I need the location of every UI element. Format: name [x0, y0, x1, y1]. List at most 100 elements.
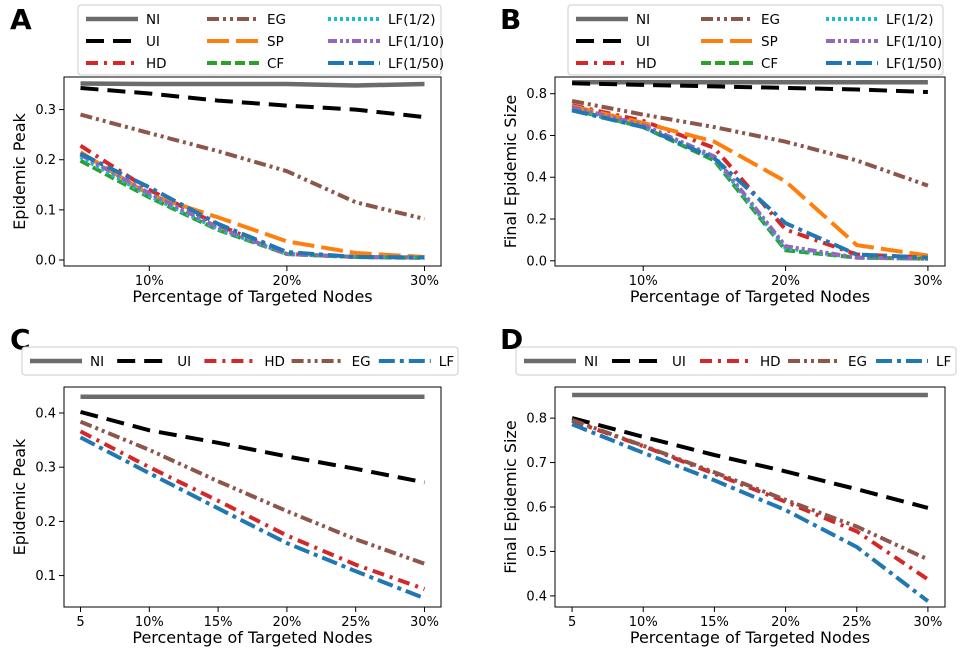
x-tick-label: 10%	[135, 615, 164, 630]
y-tick-label: 0.4	[526, 171, 547, 186]
legend-label-sp: SP	[761, 34, 778, 50]
y-tick-label: 0.6	[526, 129, 547, 144]
y-tick-label: 0.1	[35, 569, 56, 584]
x-tick-label: 10%	[135, 274, 164, 289]
y-tick-label: 0.4	[35, 407, 56, 422]
x-tick-label: 20%	[272, 274, 301, 289]
y-tick-label: 0.8	[526, 412, 547, 427]
legend-label-lf-1-50: LF(1/50)	[886, 56, 942, 72]
x-tick-label: 30%	[410, 615, 439, 630]
x-tick-label: 10%	[629, 274, 658, 289]
y-tick-label: 0.3	[35, 103, 56, 118]
x-tick-label: 20%	[771, 274, 800, 289]
series-line-eg	[79, 419, 426, 566]
plot-frame	[554, 76, 946, 267]
panel-d: D5 10% 15% 20% 25% 30%0.40.50.60.70.8Percenta…	[500, 323, 957, 647]
legend-label-ui: UI	[636, 34, 650, 50]
legend-label-lf-1-10: LF(1/10)	[388, 34, 444, 50]
plot-frame	[63, 76, 442, 267]
legend: NI UI HD EG SP CF LF(1/2) LF(1/10) LF(1/50)	[77, 4, 444, 76]
x-axis-label: Percentage of Targeted Nodes	[132, 287, 372, 306]
series-line-lf-1-50	[79, 151, 425, 260]
y-tick-label: 0.1	[35, 203, 56, 218]
y-tick-label: 0.0	[35, 253, 56, 268]
panel-c: C5 10% 15% 20% 25% 30%0.10.20.30.4Percentage …	[10, 323, 459, 647]
legend-label-lf-1-2: LF(1/2)	[886, 12, 934, 28]
x-tick-label: 20%	[272, 615, 301, 630]
legend-label-ni: NI	[636, 12, 650, 28]
legend-box	[567, 4, 944, 76]
y-axis-label: Epidemic Peak	[10, 438, 29, 555]
series-line-eg	[571, 99, 929, 188]
x-tick-label: 15%	[204, 615, 233, 630]
legend-label-lf-1-50: LF(1/50)	[388, 56, 444, 72]
series-line-lf	[79, 435, 426, 601]
legend-label-lf: LF	[936, 354, 951, 370]
legend-label-eg: EG	[352, 354, 371, 370]
x-axis-label: Percentage of Targeted Nodes	[630, 287, 870, 306]
legend-label-eg: EG	[267, 12, 286, 28]
series-line-eg	[79, 112, 425, 221]
y-axis-label: Final Epidemic Size	[501, 420, 520, 573]
series-line-ni	[80, 81, 425, 88]
plot-frame	[63, 386, 442, 608]
legend-label-ni: NI	[584, 354, 598, 370]
y-tick-label: 0.0	[526, 254, 547, 269]
x-axis-label: Percentage of Targeted Nodes	[630, 628, 870, 647]
legend-label-hd: HD	[636, 56, 657, 72]
series-line-ui	[571, 416, 929, 510]
y-tick-label: 0.4	[526, 589, 547, 604]
y-tick-label: 0.2	[35, 153, 56, 168]
legend-label-ui: UI	[146, 34, 160, 50]
y-tick-label: 0.3	[35, 461, 56, 476]
x-tick-label: 25%	[842, 615, 871, 630]
series-line-eg	[571, 418, 929, 562]
series-line-ui	[79, 409, 425, 485]
legend-label-cf: CF	[761, 56, 778, 72]
x-tick-label: 30%	[410, 274, 439, 289]
legend-label-hd: HD	[264, 354, 285, 370]
legend-label-cf: CF	[267, 56, 284, 72]
y-tick-label: 0.5	[526, 545, 547, 560]
y-tick-label: 0.6	[526, 501, 547, 516]
series-line-lf-1-10	[571, 105, 928, 261]
series-lines	[79, 81, 425, 260]
legend-label-hd: HD	[760, 354, 781, 370]
legend-label-ni: NI	[146, 12, 160, 28]
series-line-hd	[571, 418, 930, 582]
y-tick-label: 0.7	[526, 456, 547, 471]
series-line-lf	[571, 422, 930, 603]
y-tick-label: 0.2	[526, 213, 547, 228]
legend-label-ui: UI	[672, 354, 686, 370]
panel-b: B 10% 20% 30% 0.0 0.2 0.4 0.6 0.8 Percentage of T…	[500, 3, 946, 306]
series-lines	[79, 394, 426, 601]
legend-label-ni: NI	[90, 354, 104, 370]
series-line-ui	[80, 86, 425, 120]
series-line-lf-1-50	[571, 108, 928, 260]
legend-box	[77, 4, 442, 76]
series-line-ui	[572, 81, 928, 94]
panel-letter: A	[10, 3, 32, 36]
x-tick-label: 30%	[913, 615, 942, 630]
y-axis-label: Epidemic Peak	[10, 112, 29, 229]
x-tick-label: 15%	[700, 615, 729, 630]
series-line-hd	[571, 103, 928, 260]
legend-label-eg: EG	[761, 12, 780, 28]
x-tick-label: 20%	[771, 615, 800, 630]
legend-label-eg: EG	[848, 354, 867, 370]
x-tick-label: 25%	[341, 615, 370, 630]
series-lines	[571, 392, 930, 603]
legend-label-hd: HD	[146, 56, 167, 72]
legend: NI UI HD EG SP CF LF(1/2) LF(1/10) LF(1/50)	[567, 4, 944, 76]
x-axis-label: Percentage of Targeted Nodes	[132, 628, 372, 647]
x-tick-label: 5	[568, 615, 576, 630]
panel-a: A 10% 20% 30% 0.0 0.1 0.2 0.3 Percentage of Targ…	[10, 3, 444, 306]
legend-label-sp: SP	[267, 34, 284, 50]
x-tick-label: 5	[76, 615, 84, 630]
series-line-cf	[571, 107, 928, 261]
legend: NI UI HD EG LF	[515, 346, 957, 376]
legend-label-lf-1-10: LF(1/10)	[886, 34, 942, 50]
y-tick-label: 0.2	[35, 515, 56, 530]
legend: NI UI HD EG LF	[21, 346, 459, 376]
